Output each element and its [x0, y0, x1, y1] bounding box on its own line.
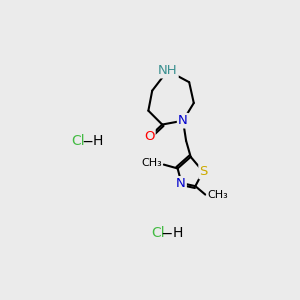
- Text: NH: NH: [158, 64, 177, 77]
- Text: CH₃: CH₃: [142, 158, 162, 168]
- Text: O: O: [144, 130, 154, 142]
- Text: N: N: [176, 177, 186, 190]
- Text: Cl: Cl: [151, 226, 164, 240]
- Text: Cl: Cl: [71, 134, 85, 148]
- Text: S: S: [200, 165, 208, 178]
- Text: —: —: [82, 134, 98, 149]
- Text: H: H: [172, 226, 183, 240]
- Text: N: N: [178, 114, 188, 127]
- Text: —: —: [161, 226, 177, 241]
- Text: H: H: [93, 134, 104, 148]
- Text: CH₃: CH₃: [207, 190, 228, 200]
